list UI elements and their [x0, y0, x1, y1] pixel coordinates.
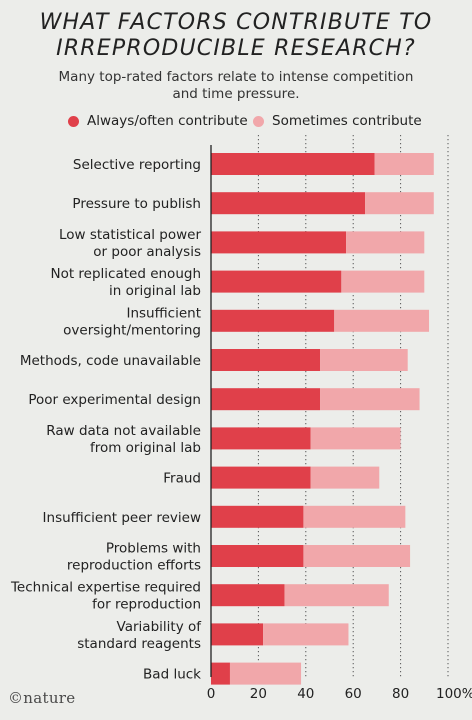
bar-always — [211, 192, 366, 215]
bar-always — [211, 623, 264, 646]
x-tick-label: 100% — [436, 686, 472, 702]
bar-always — [211, 153, 375, 175]
category-label: Low statistical power — [59, 227, 202, 243]
subtitle-line-1: Many top-rated factors relate to intense… — [58, 69, 414, 85]
bar-sometimes — [229, 662, 302, 685]
category-label: Selective reporting — [73, 157, 201, 173]
category-label: for reproduction — [92, 597, 201, 613]
category-label: or poor analysis — [93, 244, 201, 260]
legend-swatch-sometimes — [253, 115, 264, 127]
bar-sometimes — [341, 270, 425, 293]
category-label: Technical expertise required — [10, 580, 201, 596]
category-label: Insufficient — [126, 305, 201, 321]
category-label: in original lab — [109, 283, 201, 299]
category-label: Bad luck — [143, 667, 201, 683]
legend-label-always: Always/often contribute — [87, 113, 248, 129]
category-label: Raw data not available — [46, 423, 201, 439]
category-label: Variability of — [117, 619, 203, 635]
category-label: Poor experimental design — [28, 392, 201, 408]
legend: Always/often contribute Sometimes contri… — [0, 113, 472, 131]
chart-title: WHAT FACTORS CONTRIBUTE TO IRREPRODUCIBL… — [0, 10, 472, 62]
bar-always — [211, 545, 304, 567]
bar-sometimes — [303, 545, 411, 567]
bar-always — [211, 388, 321, 411]
x-tick-label: 0 — [207, 686, 216, 702]
category-label: Problems with — [106, 541, 201, 557]
bar-sometimes — [320, 349, 408, 371]
x-tick-label: 60 — [345, 686, 362, 702]
category-label: Methods, code unavailable — [20, 353, 201, 369]
bar-sometimes — [346, 231, 425, 254]
bar-sometimes — [320, 388, 420, 411]
category-label: oversight/mentoring — [63, 322, 201, 338]
category-label: standard reagents — [77, 636, 201, 652]
legend-item-sometimes: Sometimes contribute — [253, 113, 422, 129]
bar-sometimes — [303, 505, 406, 528]
bar-always — [211, 309, 335, 332]
category-label: Pressure to publish — [72, 196, 201, 212]
category-label: Insufficient peer review — [43, 510, 201, 526]
category-label: Fraud — [163, 471, 201, 487]
bar-always — [211, 231, 347, 254]
bar-always — [211, 349, 321, 371]
x-tick-label: 80 — [392, 686, 409, 702]
bar-always — [211, 270, 342, 293]
bar-sometimes — [374, 153, 434, 175]
x-tick-label: 20 — [250, 686, 267, 702]
bar-sometimes — [263, 623, 349, 646]
legend-label-sometimes: Sometimes contribute — [272, 113, 422, 129]
bar-sometimes — [334, 309, 430, 332]
nature-logo: ©nature — [8, 689, 76, 707]
subtitle-line-2: and time pressure. — [172, 86, 300, 102]
bar-sometimes — [284, 584, 389, 607]
x-tick-label: 40 — [297, 686, 314, 702]
category-label: Not replicated enough — [50, 266, 201, 282]
chart-subtitle: Many top-rated factors relate to intense… — [0, 69, 472, 103]
category-label: reproduction efforts — [67, 558, 201, 574]
bar-always — [211, 427, 311, 450]
bar-sometimes — [310, 427, 401, 450]
category-label: from original lab — [90, 440, 201, 456]
legend-item-always: Always/often contribute — [68, 113, 248, 129]
title-line-1: WHAT FACTORS CONTRIBUTE TO — [39, 10, 433, 35]
bar-always — [211, 662, 230, 685]
bar-always — [211, 584, 285, 607]
bar-sometimes — [310, 466, 380, 489]
bar-sometimes — [365, 192, 434, 215]
title-line-2: IRREPRODUCIBLE RESEARCH? — [56, 36, 416, 61]
bar-always — [211, 505, 304, 528]
bar-always — [211, 466, 311, 489]
legend-swatch-always — [68, 115, 79, 127]
